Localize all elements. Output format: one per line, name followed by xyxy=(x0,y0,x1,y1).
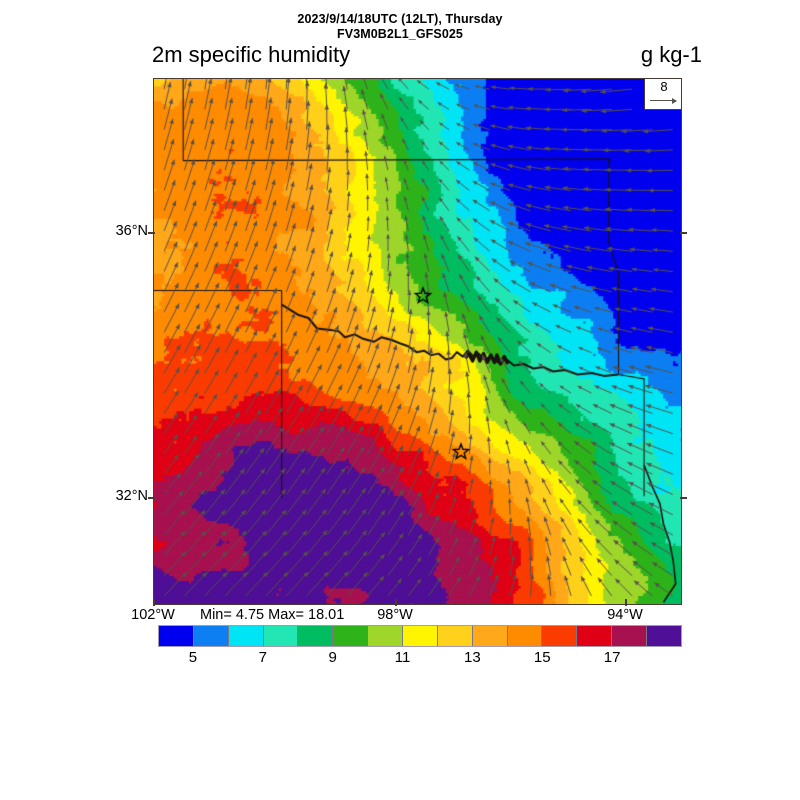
colorbar-swatch[interactable] xyxy=(647,626,681,646)
wind-key-value: 8 xyxy=(660,79,668,94)
colorbar-tick-label: 13 xyxy=(464,649,481,666)
lat-tick-label: 32°N xyxy=(115,488,148,504)
header: 2023/9/14/18UTC (12LT), Thursday FV3M0B2… xyxy=(0,0,800,72)
colorbar-swatch[interactable] xyxy=(612,626,648,646)
colorbar-swatch[interactable] xyxy=(159,626,194,646)
lon-tick-label: 98°W xyxy=(377,607,413,623)
lon-tick-mark xyxy=(153,599,155,606)
colorbar-swatch[interactable] xyxy=(403,626,438,646)
run-time-label: 2023/9/14/18UTC (12LT), Thursday xyxy=(297,12,503,26)
units-label: g kg-1 xyxy=(640,42,702,67)
lon-tick-label: 102°W xyxy=(131,607,175,623)
colorbar-tick-label: 7 xyxy=(258,649,267,666)
lon-tick-label: 94°W xyxy=(607,607,643,623)
colorbar-tick-label: 17 xyxy=(603,649,621,666)
colorbar-swatch[interactable] xyxy=(472,626,508,646)
lat-tick-label: 36°N xyxy=(115,223,148,239)
colorbar-tick-label: 9 xyxy=(328,649,337,666)
colorbar[interactable] xyxy=(158,625,682,647)
colorbar-swatch[interactable] xyxy=(507,626,543,646)
colorbar-swatch[interactable] xyxy=(228,626,264,646)
wind-vector-overlay xyxy=(154,79,681,604)
lat-tick-mark xyxy=(148,497,155,499)
colorbar-tick-label: 15 xyxy=(533,649,551,666)
colorbar-swatch[interactable] xyxy=(333,626,369,646)
colorbar-tick-label: 11 xyxy=(394,649,411,666)
page-title: 2m specific humidity xyxy=(152,42,351,67)
colorbar-swatch[interactable] xyxy=(437,626,473,646)
colorbar-tick-label: 5 xyxy=(188,649,198,666)
wind-vector-key: 8 xyxy=(644,79,681,110)
lon-tick-mark xyxy=(395,599,397,606)
colorbar-swatch[interactable] xyxy=(577,626,613,646)
model-id-label: FV3M0B2L1_GFS025 xyxy=(337,27,463,41)
lon-tick-mark xyxy=(625,599,627,606)
colorbar-swatch[interactable] xyxy=(368,626,404,646)
right-arrow-icon xyxy=(650,97,677,104)
map-plot-area[interactable]: 8 xyxy=(153,78,682,605)
colorbar-swatch[interactable] xyxy=(263,626,299,646)
colorbar-swatches[interactable] xyxy=(158,625,682,647)
lat-tick-mark xyxy=(680,232,687,234)
colorbar-swatch[interactable] xyxy=(298,626,334,646)
lat-tick-mark xyxy=(148,232,155,234)
colorbar-swatch[interactable] xyxy=(193,626,229,646)
lat-tick-mark xyxy=(680,497,687,499)
colorbar-swatch[interactable] xyxy=(542,626,578,646)
minmax-stats-label: Min= 4.75 Max= 18.01 xyxy=(200,607,345,623)
